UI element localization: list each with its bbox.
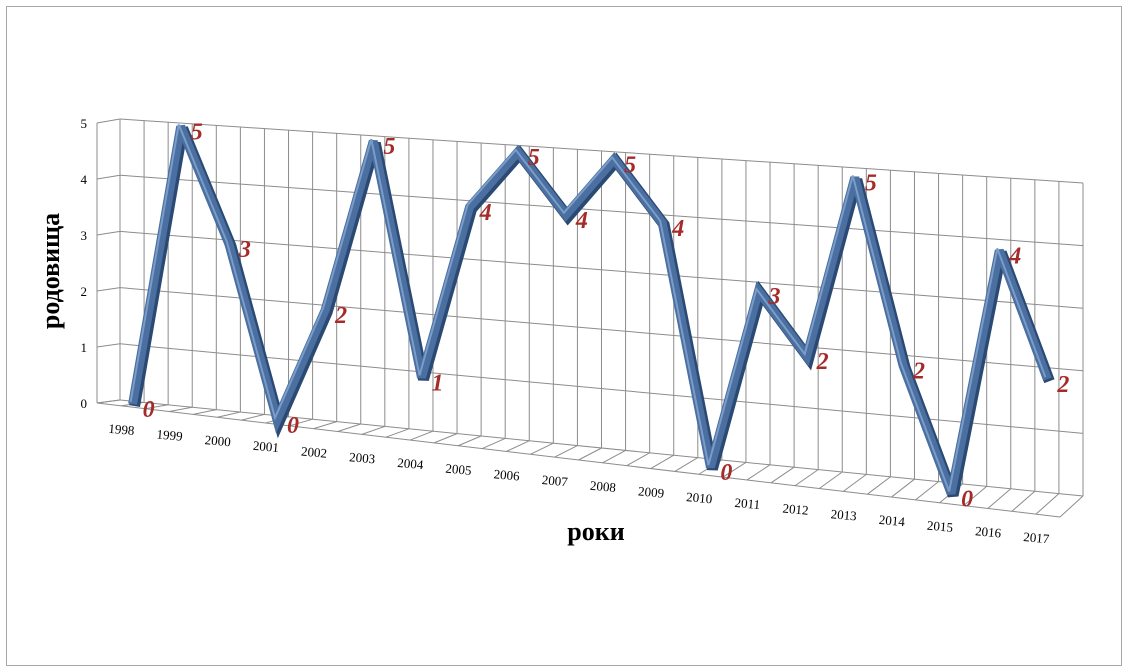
grid-line-floor [602, 449, 626, 464]
y-tick-label: 2 [81, 284, 88, 299]
grid-line-floor [915, 481, 939, 501]
x-tick-label: 2010 [686, 489, 713, 506]
grid-line-floor [650, 454, 674, 469]
grid-line-floor [385, 428, 410, 438]
y-axis-title: родовища [36, 213, 65, 329]
grid-line-floor [626, 452, 650, 467]
x-tick-label: 2003 [349, 449, 376, 466]
data-label: 4 [1008, 244, 1021, 270]
grid-line-side [96, 174, 121, 180]
series-line-path [128, 124, 1052, 495]
grid-line-floor [145, 404, 169, 410]
data-label: 4 [575, 208, 588, 234]
grid-line-floor [457, 435, 482, 447]
data-label: 2 [1056, 372, 1069, 398]
x-tick-label: 2011 [734, 495, 761, 512]
grid-line-floor [1011, 490, 1036, 512]
data-label: 3 [238, 237, 251, 263]
x-tick-label: 2014 [878, 512, 906, 529]
data-label: 2 [334, 303, 347, 329]
y-tick-label: 0 [81, 396, 88, 411]
grid-line-floor [193, 409, 217, 415]
grid-line-floor [530, 442, 554, 455]
grid-line-floor [843, 473, 867, 492]
grid-line-floor [313, 421, 337, 430]
grid-line-floor [987, 488, 1012, 509]
grid-line-side [96, 118, 121, 124]
grid-line-side [96, 343, 121, 348]
data-label: 0 [143, 397, 155, 423]
data-label: 2 [816, 349, 829, 375]
grid-line-floor [794, 469, 819, 487]
grid-line-floor [818, 471, 843, 489]
data-label: 3 [768, 284, 781, 310]
x-tick-label: 2017 [1023, 529, 1051, 546]
x-tick-label: 2002 [300, 444, 327, 461]
data-label: 5 [624, 152, 636, 178]
data-label: 4 [479, 200, 492, 226]
data-label: 0 [720, 460, 732, 486]
data-label: 5 [865, 171, 877, 197]
data-label: 1 [431, 370, 443, 396]
data-label: 2 [912, 358, 925, 384]
grid-line-floor [506, 440, 530, 452]
floor-front-edge [96, 402, 1061, 518]
grid-line-floor [217, 411, 241, 418]
x-tick-label: 2007 [541, 472, 569, 489]
grid-line-floor [867, 476, 891, 495]
grid-line-floor [241, 413, 265, 421]
x-tick-label: 1998 [108, 421, 135, 438]
grid-line-floor [1059, 495, 1084, 518]
data-label: 0 [287, 413, 299, 439]
grid-line-floor [1035, 493, 1060, 515]
grid-line-floor [96, 399, 121, 404]
series-line [128, 124, 1055, 498]
x-tick-label: 1999 [156, 426, 183, 443]
y-tick-label: 1 [81, 340, 88, 355]
x-tick-label: 2005 [445, 461, 472, 478]
grid-line-floor [289, 418, 313, 427]
grid-line-floor [337, 423, 361, 432]
grid-line-floor [578, 447, 602, 461]
grid-line-floor [746, 464, 771, 481]
x-tick-label: 2012 [782, 501, 809, 518]
data-label: 5 [528, 145, 540, 171]
grid-line-floor [409, 430, 434, 441]
y-tick-label: 3 [81, 228, 88, 243]
grid-line-side [96, 287, 121, 292]
x-tick-label: 2006 [493, 466, 521, 483]
grid-line-floor [722, 461, 747, 478]
data-label: 5 [191, 119, 203, 145]
x-axis-ticks: 1998 1999 2000 2001 2002 2003 2004 2005 2006 2007… [108, 421, 1051, 547]
grid-line-floor [674, 457, 699, 472]
grid-line-floor [169, 406, 193, 413]
y-tick-label: 4 [81, 172, 88, 187]
x-tick-label: 2008 [589, 478, 616, 495]
data-label: 5 [383, 134, 395, 160]
grid-line-floor [770, 466, 795, 484]
x-tick-label: 2009 [638, 483, 665, 500]
x-tick-label: 2013 [830, 506, 857, 523]
x-tick-label: 2000 [204, 432, 231, 449]
y-tick-label: 5 [81, 116, 88, 131]
grid-line-side [96, 230, 121, 236]
grid-line-floor [433, 433, 458, 444]
data-label: 4 [671, 216, 684, 242]
x-tick-label: 2001 [252, 438, 279, 455]
series-line-highlight [129, 124, 1047, 492]
grid-line-floor [891, 478, 915, 498]
grid-line-floor [361, 425, 385, 435]
x-axis-title: роки [567, 517, 624, 546]
x-tick-label: 2004 [397, 455, 425, 472]
data-labels: 0 5 3 0 2 5 1 4 5 4 5 4 0 3 2 5 2 0 4 2 [143, 119, 1070, 512]
data-label: 0 [961, 486, 973, 512]
grid-line-floor [554, 445, 578, 458]
x-tick-label: 2015 [926, 518, 953, 535]
x-tick-label: 2016 [975, 523, 1003, 540]
grid-line-floor [963, 486, 988, 506]
grid-line-floor [481, 437, 506, 450]
y-axis-ticks: 0 1 2 3 4 5 [81, 116, 88, 411]
